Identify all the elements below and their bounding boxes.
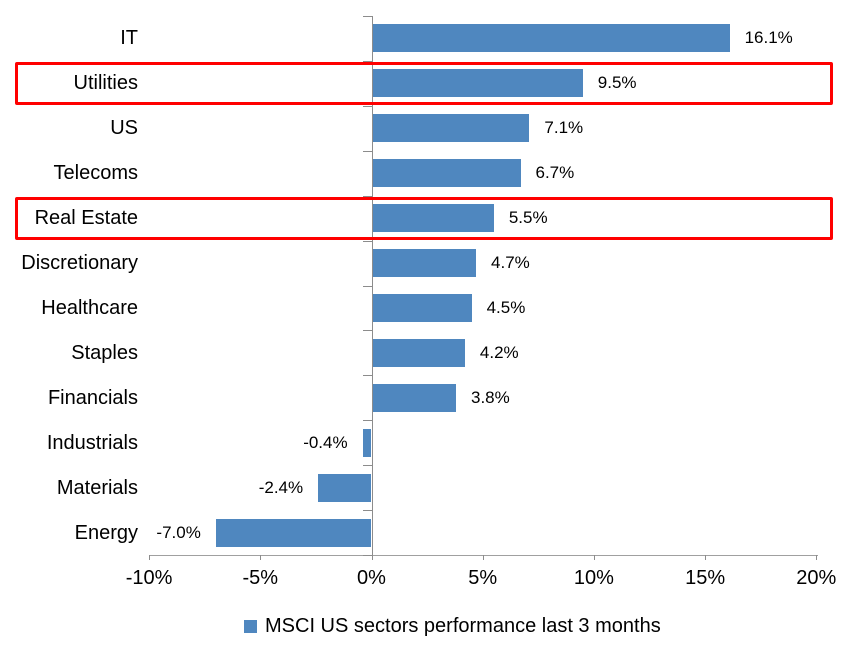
bar [371, 249, 477, 278]
category-axis-tick [362, 510, 372, 512]
category-label: Utilities [73, 72, 138, 95]
bar [318, 473, 372, 502]
category-label: Staples [71, 341, 138, 364]
category-label: Industrials [46, 431, 138, 454]
value-axis-tick [593, 555, 595, 560]
value-axis-tick [260, 555, 262, 560]
category-axis-tick [362, 420, 372, 422]
bar [371, 204, 494, 233]
category-axis-tick [362, 16, 372, 17]
category-label: Healthcare [41, 296, 138, 319]
highlight-box [15, 61, 833, 105]
value-axis-tick-label: 0% [357, 567, 386, 589]
bar-value-label: 4.7% [491, 253, 530, 273]
bar-value-label: 5.5% [508, 208, 548, 228]
category-label: Materials [56, 476, 138, 499]
bar [371, 159, 521, 188]
bar-value-label: 7.1% [544, 118, 584, 138]
legend: MSCI US sectors performance last 3 month… [244, 613, 661, 639]
value-axis-tick-label: -10% [125, 567, 173, 589]
category-axis-tick [362, 465, 372, 467]
bar-value-label: 4.2% [479, 342, 519, 362]
bar-value-label: 3.8% [471, 387, 510, 407]
category-axis-tick [362, 375, 372, 377]
value-axis-tick [371, 555, 373, 560]
category-label: IT [120, 27, 138, 50]
category-axis-tick [362, 285, 372, 287]
category-axis-tick [362, 60, 372, 62]
bar-value-label: 4.5% [486, 297, 526, 317]
category-axis-tick [362, 330, 372, 332]
value-axis-tick-label: 10% [573, 567, 614, 589]
category-axis-tick [362, 150, 372, 152]
category-label: Telecoms [53, 162, 138, 185]
bar [362, 428, 372, 457]
bar [371, 293, 472, 322]
value-axis-tick [482, 555, 484, 560]
bar-value-label: 16.1% [744, 28, 793, 48]
bar [215, 518, 372, 547]
bar [371, 383, 456, 412]
category-label: Real Estate [34, 207, 138, 230]
value-axis-tick [705, 555, 707, 560]
value-axis-tick [149, 555, 151, 560]
category-axis-tick [362, 105, 372, 107]
value-axis-tick-label: 20% [796, 567, 837, 589]
category-axis-tick [362, 195, 372, 197]
category-label: US [110, 117, 138, 140]
bar [371, 69, 583, 98]
category-axis-line [371, 16, 373, 555]
bar-value-label: -0.4% [303, 432, 348, 452]
category-label: Financials [47, 386, 138, 409]
category-axis-tick [362, 555, 372, 556]
highlight-box [15, 196, 833, 240]
bar-value-label: -7.0% [156, 522, 201, 542]
bar [371, 114, 530, 143]
value-axis-tick-label: 15% [685, 567, 726, 589]
bar-value-label: 9.5% [597, 73, 637, 93]
bar [371, 24, 730, 53]
legend-marker-swatch [244, 619, 257, 633]
category-label: Discretionary [21, 252, 138, 275]
category-axis-tick [362, 240, 372, 242]
legend-label: MSCI US sectors performance last 3 month… [265, 614, 661, 637]
bar-value-label: 6.7% [535, 163, 575, 183]
bar [371, 338, 465, 367]
value-axis-tick [816, 555, 818, 560]
value-axis-tick-label: 5% [468, 567, 498, 589]
bar-value-label: -2.4% [258, 477, 304, 497]
category-label: Energy [74, 521, 138, 544]
value-axis-tick-label: -5% [242, 567, 279, 589]
